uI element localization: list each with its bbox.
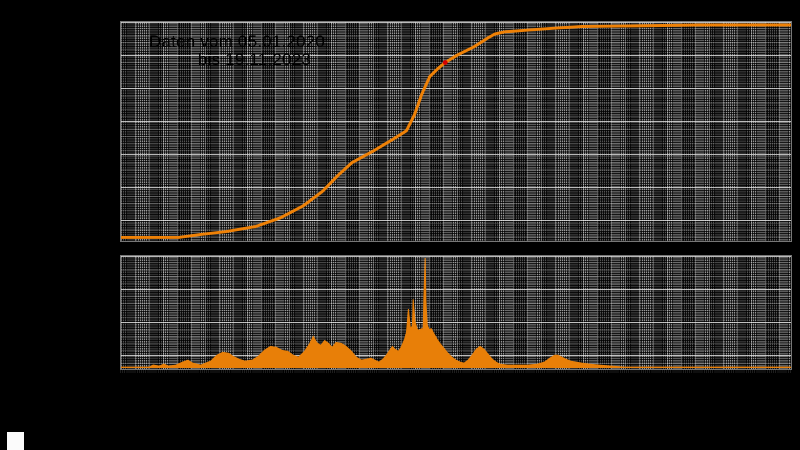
chart-title-line2: bis 19.11.2023 <box>197 50 311 69</box>
chart-title-line1: Daten vom 05.01.2020 <box>149 32 326 51</box>
white-square <box>7 432 24 450</box>
data-point-marker <box>442 60 448 65</box>
cumulative-panel: Daten vom 05.01.2020 bis 19.11.2023 <box>120 21 792 242</box>
daily-area-plot <box>121 257 791 369</box>
daily-panel <box>120 255 792 370</box>
cumulative-line-plot <box>121 23 791 239</box>
chart-title: Daten vom 05.01.2020 bis 19.11.2023 <box>149 32 326 69</box>
cumulative-curve <box>121 23 791 239</box>
daily-area-fill <box>121 257 791 369</box>
axis-tick-shadow <box>120 370 792 373</box>
